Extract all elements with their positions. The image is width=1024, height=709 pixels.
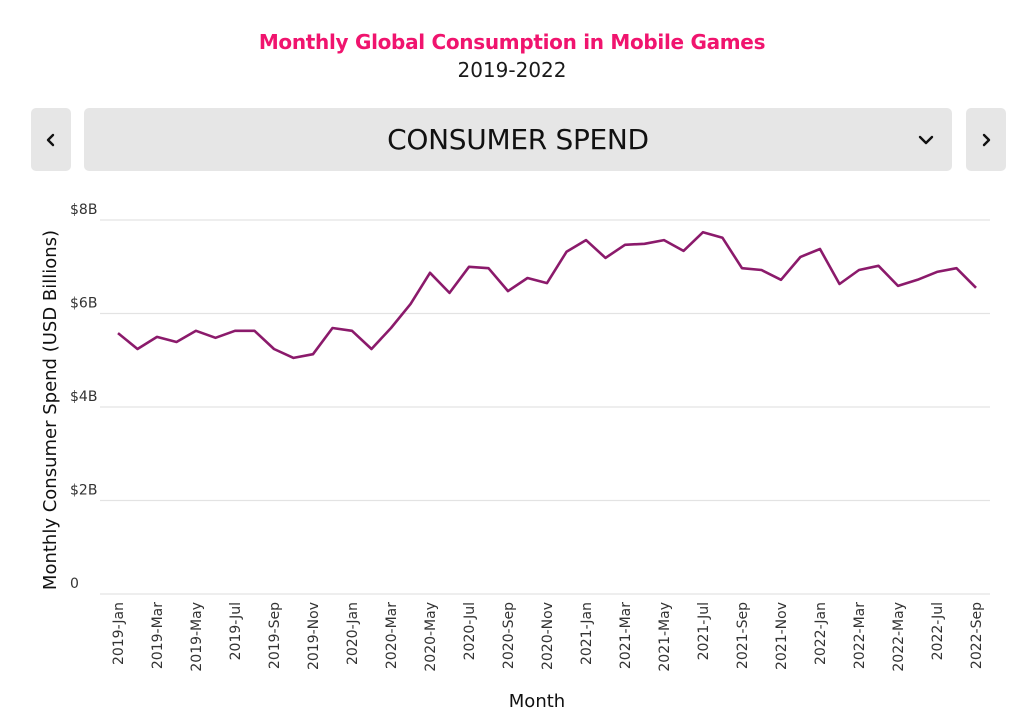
x-tick-label: 2019-Jan: [111, 602, 127, 665]
x-tick-label: 2020-Sep: [501, 602, 517, 669]
x-tick-label: 2020-Nov: [540, 602, 556, 670]
x-tick-label: 2019-May: [189, 602, 205, 672]
chart-title: Monthly Global Consumption in Mobile Gam…: [258, 30, 766, 54]
series-line-consumer-spend: [117, 230, 977, 360]
x-tick-label: 2020-Jul: [462, 602, 478, 660]
chevron-left-icon: [46, 133, 55, 146]
x-tick-label: 2019-Nov: [306, 602, 322, 670]
series-layer: [117, 230, 977, 360]
x-tick-label: 2022-Jul: [930, 602, 946, 660]
x-tick-label: 2022-Sep: [969, 602, 985, 669]
chevron-down-icon: [918, 135, 934, 145]
x-axis-ticks: 2019-Jan 2019-Mar 2019-May 2019-Jul 2019-Sep…: [111, 602, 985, 672]
x-tick-label: 2021-May: [657, 602, 673, 672]
previous-metric-button[interactable]: [31, 108, 71, 171]
chart-subtitle: 2019-2022: [457, 58, 567, 82]
metric-selector-dropdown[interactable]: CONSUMER SPEND: [84, 108, 952, 171]
x-tick-label: 2021-Sep: [735, 602, 751, 669]
x-tick-label: 2019-Jul: [228, 602, 244, 660]
chevron-right-icon: [982, 133, 991, 146]
x-tick-label: 2021-Nov: [774, 602, 790, 670]
y-tick-label: $8B: [70, 202, 97, 218]
y-axis-title: Monthly Consumer Spend (USD Billions): [40, 230, 61, 590]
selected-metric-label: CONSUMER SPEND: [387, 123, 649, 156]
y-tick-label: 0: [70, 576, 79, 592]
line-chart: 0$2B$4B$6B$8B 2019-Jan 2019-Mar 2019-May 20…: [40, 202, 990, 709]
x-tick-label: 2020-Mar: [384, 602, 400, 669]
x-tick-label: 2020-May: [423, 602, 439, 672]
gridlines: [100, 219, 990, 595]
next-metric-button[interactable]: [966, 108, 1006, 171]
x-axis-title: Month: [509, 691, 565, 709]
x-tick-label: 2022-Jan: [813, 602, 829, 665]
x-tick-label: 2021-Jan: [579, 602, 595, 665]
x-tick-label: 2021-Mar: [618, 602, 634, 669]
x-tick-label: 2019-Mar: [150, 602, 166, 669]
x-tick-label: 2022-Mar: [852, 602, 868, 669]
x-tick-label: 2021-Jul: [696, 602, 712, 660]
y-tick-label: $2B: [70, 483, 97, 499]
x-tick-label: 2022-May: [891, 602, 907, 672]
x-tick-label: 2019-Sep: [267, 602, 283, 669]
x-tick-label: 2020-Jan: [345, 602, 361, 665]
y-tick-label: $6B: [70, 296, 97, 312]
y-axis-ticks: 0 $2B $4B $6B $8B: [70, 202, 97, 592]
y-tick-label: $4B: [70, 389, 97, 405]
